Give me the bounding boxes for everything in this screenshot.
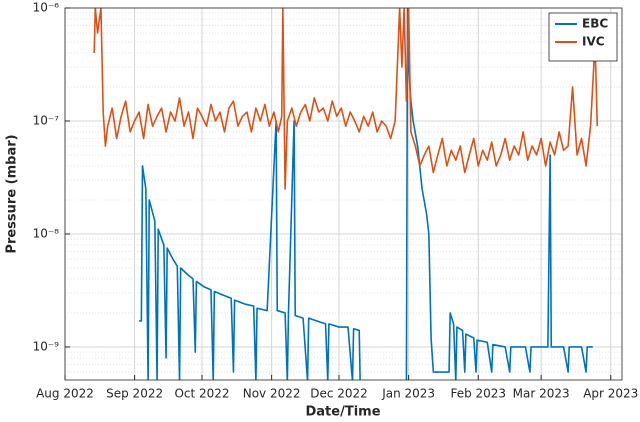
grid <box>64 7 622 380</box>
x-tick-label: Oct 2022 <box>174 387 229 401</box>
x-tick-label: Nov 2022 <box>243 387 301 401</box>
x-tick-label: Mar 2023 <box>513 387 570 401</box>
x-tick-label: Feb 2023 <box>450 387 506 401</box>
x-tick-label: Apr 2023 <box>583 387 638 401</box>
ticks: 10⁻⁹ 10⁻⁸ 10⁻⁷ 10⁻⁶ Aug 2022 Sep 2022 Oct 2022… <box>33 1 639 401</box>
y-tick-label: 10⁻⁷ <box>33 113 60 127</box>
y-tick-label: 10⁻⁶ <box>33 1 60 15</box>
legend-label: EBC <box>582 17 608 31</box>
y-tick-label: 10⁻⁸ <box>33 226 60 240</box>
plot-lines <box>93 8 599 380</box>
legend-box <box>548 12 618 62</box>
y-tick-label: 10⁻⁹ <box>33 339 60 353</box>
y-axis-label: Pressure (mbar) <box>5 134 20 253</box>
legend: EBC IVC <box>548 12 618 62</box>
x-tick-label: Dec 2022 <box>310 387 368 401</box>
plot-frame <box>64 7 623 381</box>
series-line <box>139 8 593 380</box>
legend-label: IVC <box>582 35 605 49</box>
x-tick-label: Aug 2022 <box>36 387 94 401</box>
x-tick-label: Sep 2022 <box>106 387 163 401</box>
x-axis-label: Date/Time <box>305 405 380 420</box>
series-line <box>93 8 599 190</box>
x-tick-label: Jan 2023 <box>381 387 435 401</box>
